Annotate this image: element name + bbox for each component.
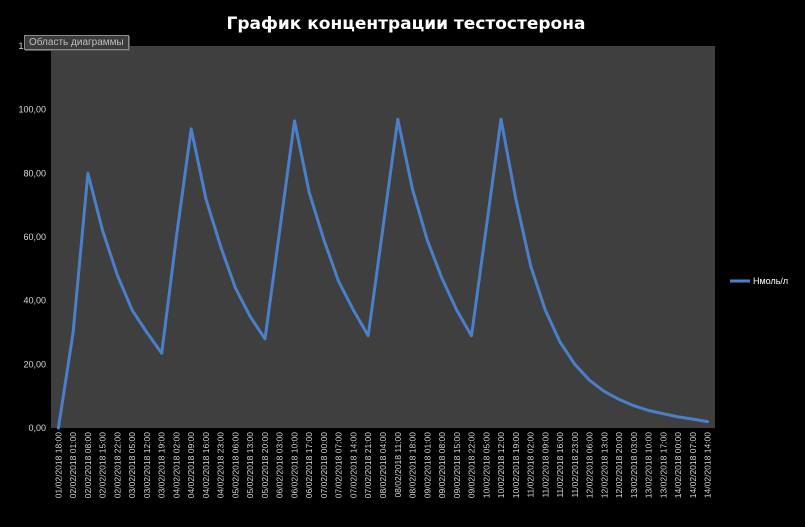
x-tick-label: 05/02/2018 06:00 [230,432,240,498]
x-tick-label: 14/02/2018 00:00 [673,432,683,498]
x-tick-label: 04/02/2018 09:00 [186,432,196,498]
x-tick-label: 02/02/2018 15:00 [98,432,108,498]
x-tick-label: 02/02/2018 08:00 [83,432,93,498]
x-tick-label: 08/02/2018 04:00 [378,432,388,498]
x-tick-label: 05/02/2018 13:00 [245,432,255,498]
x-tick-label: 12/02/2018 06:00 [585,432,595,498]
x-tick-label: 07/02/2018 14:00 [348,432,358,498]
x-tick-label: 02/02/2018 22:00 [112,432,122,498]
y-tick-label: 100,00 [18,105,46,115]
x-tick-label: 04/02/2018 02:00 [171,432,181,498]
y-tick-label: 60,00 [23,232,46,242]
x-tick-label: 03/02/2018 19:00 [157,432,167,498]
x-tick-label: 09/02/2018 15:00 [452,432,462,498]
x-tick-label: 13/02/2018 10:00 [644,432,654,498]
x-tick-label: 08/02/2018 18:00 [408,432,418,498]
x-tick-label: 11/02/2018 23:00 [570,432,580,498]
legend-label: Нмоль/л [753,276,788,286]
x-tick-label: 07/02/2018 07:00 [334,432,344,498]
x-tick-label: 04/02/2018 23:00 [216,432,226,498]
legend: Нмоль/л [730,276,788,286]
x-tick-label: 08/02/2018 11:00 [393,432,403,498]
x-tick-label: 04/02/2018 16:00 [201,432,211,498]
x-tick-label: 07/02/2018 00:00 [319,432,329,498]
chart-title: График концентрации тестостерона [227,14,586,34]
y-tick-label: 80,00 [23,168,46,178]
x-tick-label: 03/02/2018 12:00 [142,432,152,498]
series-group [56,117,710,430]
x-tick-label: 03/02/2018 05:00 [127,432,137,498]
x-tick-label: 10/02/2018 12:00 [496,432,506,498]
x-tick-label: 06/02/2018 17:00 [304,432,314,498]
x-tick-label: 11/02/2018 09:00 [540,432,550,498]
x-tick-label: 06/02/2018 10:00 [289,432,299,498]
plot-area-tooltip: Область диаграммы [24,35,129,50]
x-tick-label: 05/02/2018 20:00 [260,432,270,498]
x-tick-label: 10/02/2018 05:00 [481,432,491,498]
y-tick-label: 0,00 [28,423,46,433]
x-tick-label: 14/02/2018 07:00 [688,432,698,498]
x-tick-label: 01/02/2018 18:00 [53,432,63,498]
x-tick-label: 12/02/2018 20:00 [614,432,624,498]
series-line[interactable] [56,117,710,430]
x-tick-label: 10/02/2018 19:00 [511,432,521,498]
x-tick-label: 11/02/2018 16:00 [555,432,565,498]
x-tick-label: 07/02/2018 21:00 [363,432,373,498]
x-tick-label: 09/02/2018 01:00 [422,432,432,498]
x-axis: 01/02/2018 18:00 02/02/2018 01:00 02/02/20… [53,432,712,498]
x-tick-label: 09/02/2018 08:00 [437,432,447,498]
x-tick-label: 13/02/2018 17:00 [658,432,668,498]
x-tick-label: 09/02/2018 22:00 [467,432,477,498]
x-tick-label: 11/02/2018 02:00 [526,432,536,498]
x-tick-label: 06/02/2018 03:00 [275,432,285,498]
y-tick-label: 40,00 [23,296,46,306]
x-tick-label: 12/02/2018 13:00 [599,432,609,498]
x-tick-label: 14/02/2018 14:00 [703,432,713,498]
x-tick-label: 13/02/2018 03:00 [629,432,639,498]
x-tick-label: 02/02/2018 01:00 [68,432,78,498]
y-tick-label: 20,00 [23,359,46,369]
